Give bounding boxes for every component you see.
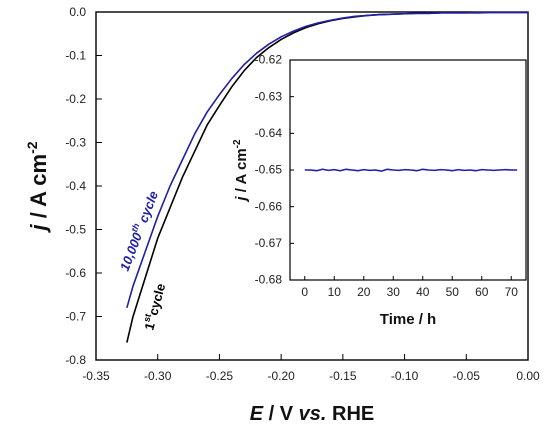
label-10000th-suffix: th [129,221,142,233]
main-x-tick-label: -0.10 [391,369,419,383]
inset-y-tick-label: -0.62 [255,53,283,67]
inset-x-axis-title: Time / h [380,311,436,328]
main-y-tick-label: -0.8 [65,353,86,367]
main-x-tick-label: -0.35 [82,369,110,383]
inset-y-symbol: j [233,196,250,203]
inset-x-tick-label: 60 [475,285,489,299]
main-x-unit: / V [263,403,299,425]
main-x-tick-label: -0.25 [206,369,234,383]
inset-y-axis-title: j / A cm-2 [232,139,250,203]
main-y-tick-label: -0.2 [65,92,86,106]
main-y-tick-label: -0.5 [65,223,86,237]
inset-x-tick-label: 20 [357,285,371,299]
label-1st-word: cycle [145,282,168,317]
main-x-axis-title: E / V vs. RHE [250,403,375,425]
label-10000th-cycle: 10,000th cycle [115,188,161,273]
label-1st-number: 1 [141,321,157,332]
main-y-tick-label: 0.0 [69,5,86,19]
inset-x-tick-label: 0 [301,285,308,299]
inset-y-tick-label: -0.66 [255,199,283,213]
main-series-line-1 [126,11,528,309]
main-x-reference: RHE [326,403,374,425]
label-1st-cycle: 1stcycle [139,281,168,332]
inset-x-tick-label: 30 [387,285,401,299]
main-x-vs: vs. [299,403,327,425]
inset-x-tick-label: 10 [328,285,342,299]
main-y-tick-label: -0.4 [65,179,86,193]
main-y-unit-exponent: -2 [24,141,40,154]
main-x-symbol: E [250,403,264,425]
main-series [126,11,528,343]
inset-y-tick-label: -0.68 [255,273,283,287]
main-y-unit: / A cm [26,154,51,225]
main-y-tick-label: -0.7 [65,310,86,324]
main-x-tick-label: -0.20 [267,369,295,383]
inset-series-line-0 [304,168,518,172]
main-x-tick-label: -0.05 [453,369,481,383]
inset-series [304,168,518,172]
main-x-tick-label: -0.15 [329,369,357,383]
main-ticks: -0.35 -0.30 -0.25 -0.20 -0.15 -0.10 -0.05 0.000… [65,5,540,383]
label-10000th-number: 10,000 [117,230,146,273]
main-x-tick-label: -0.30 [144,369,172,383]
inset-y-tick-label: -0.65 [255,163,283,177]
main-y-tick-label: -0.6 [65,266,86,280]
inset-y-tick-label: -0.64 [255,126,283,140]
main-x-tick-label: 0.00 [516,369,540,383]
main-y-axis-title: j / A cm-2 [24,141,51,233]
main-y-symbol: j [26,224,51,234]
label-10000th-word: cycle [134,189,161,228]
inset-y-unit: / A cm [233,148,250,196]
label-1st-suffix: st [141,313,153,323]
inset-x-tick-label: 50 [446,285,460,299]
inset-x-tick-label: 70 [505,285,519,299]
inset-ticks: 0 10 20 30 40 50 60 70 -0.62 -0.63 -0.64 -0.65 -0.66… [255,53,519,299]
inset-x-tick-label: 40 [416,285,430,299]
inset-y-unit-exponent: -2 [232,139,243,148]
inset-y-tick-label: -0.63 [255,89,283,103]
inset-y-tick-label: -0.67 [255,236,283,250]
main-y-tick-label: -0.3 [65,136,86,150]
main-y-tick-label: -0.1 [65,49,86,63]
